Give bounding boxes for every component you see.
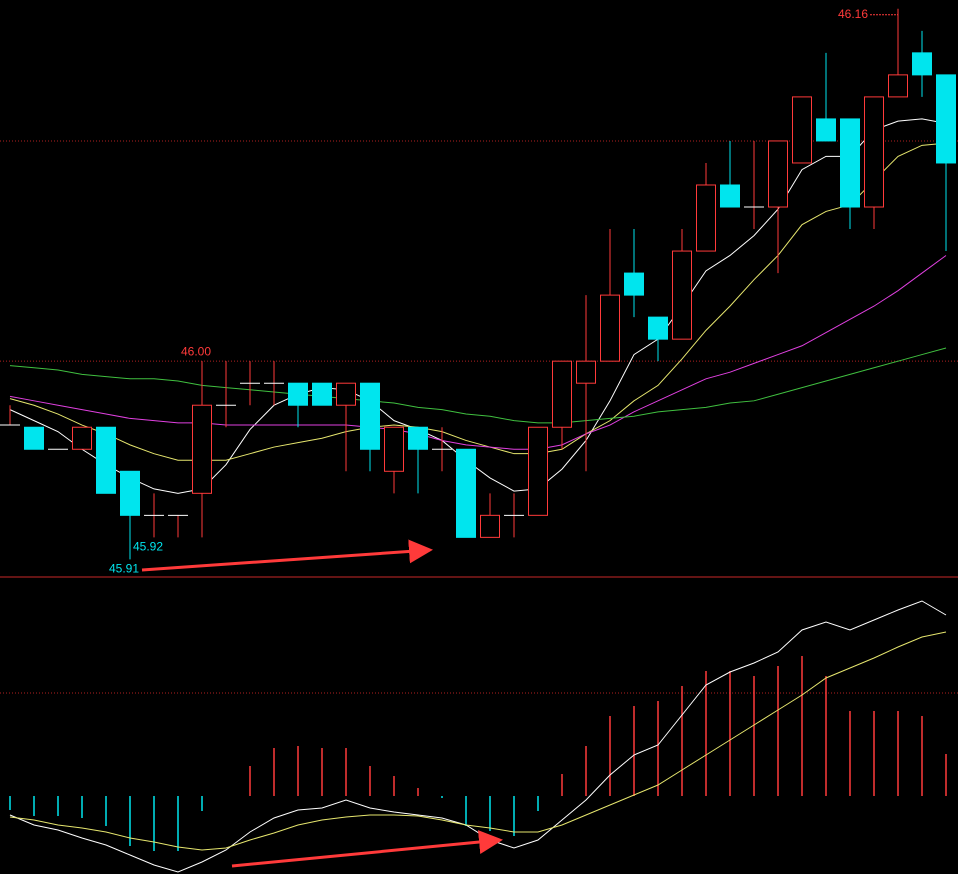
- annotation: 45.91: [109, 562, 139, 576]
- candle-body: [600, 294, 620, 362]
- candle-body: [840, 118, 860, 208]
- candle-body: [624, 272, 644, 296]
- annotation: 46.16: [838, 7, 868, 21]
- candle-body: [672, 250, 692, 340]
- candle-body: [648, 316, 668, 340]
- macd-line: [9, 631, 947, 851]
- candle-body: [912, 52, 932, 76]
- candle-body: [72, 426, 92, 450]
- candle-body: [576, 360, 596, 384]
- macd-line: [9, 600, 947, 873]
- arrow: [231, 830, 503, 868]
- ma-line: [9, 347, 947, 424]
- arrow: [141, 539, 433, 572]
- candle-body: [192, 404, 212, 494]
- candle-body: [288, 382, 308, 406]
- candle-body: [768, 140, 788, 208]
- candle-body: [936, 74, 956, 164]
- candle-body: [408, 426, 428, 450]
- ma-line: [9, 142, 947, 461]
- candle-body: [696, 184, 716, 252]
- candle-body: [384, 426, 404, 472]
- candle-body: [816, 118, 836, 142]
- candle-body: [96, 426, 116, 494]
- candle-body: [480, 514, 500, 538]
- candle-body: [720, 184, 740, 208]
- candle-body: [552, 360, 572, 428]
- candle-body: [360, 382, 380, 450]
- candle-body: [336, 382, 356, 406]
- candle-body: [24, 426, 44, 450]
- annotation: 45.92: [133, 540, 163, 554]
- annotation: 46.00: [181, 344, 211, 358]
- candle-body: [456, 448, 476, 538]
- candle-body: [312, 382, 332, 406]
- candle-body: [864, 96, 884, 208]
- candle-body: [120, 470, 140, 516]
- candle-body: [528, 426, 548, 516]
- ma-line: [9, 255, 947, 450]
- ma-line: [9, 118, 947, 494]
- candle-body: [792, 96, 812, 164]
- candle-body: [888, 74, 908, 98]
